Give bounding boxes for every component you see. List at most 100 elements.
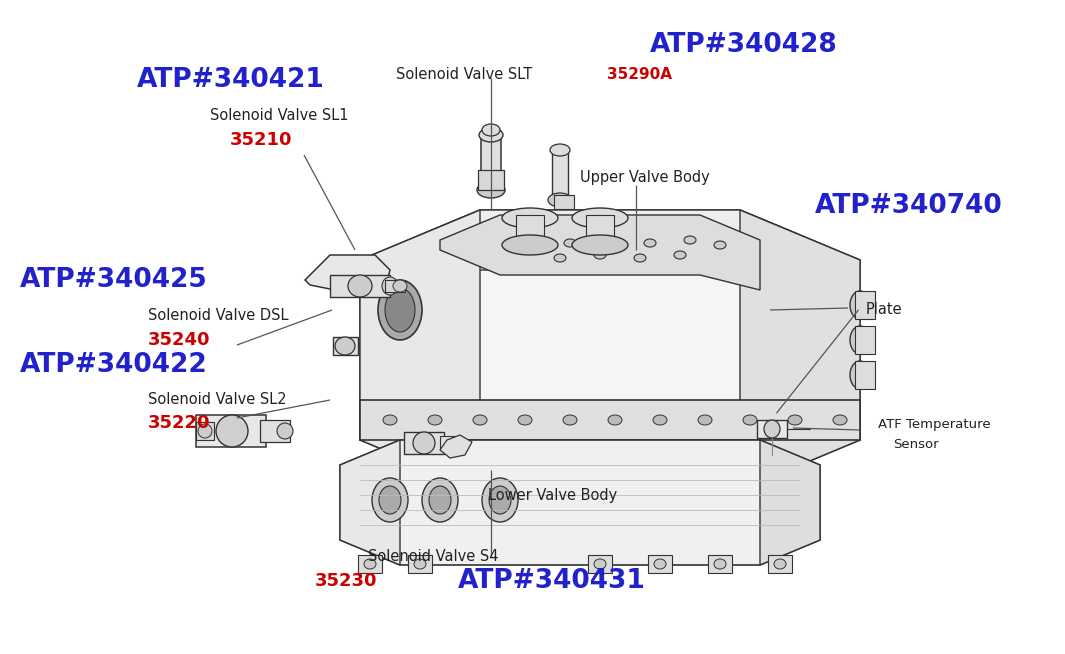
Ellipse shape: [335, 337, 355, 355]
Ellipse shape: [372, 478, 408, 522]
Ellipse shape: [364, 559, 376, 569]
Bar: [440, 436, 460, 450]
Ellipse shape: [634, 254, 646, 262]
Ellipse shape: [554, 254, 566, 262]
Ellipse shape: [489, 486, 511, 514]
Ellipse shape: [277, 423, 293, 439]
Ellipse shape: [548, 193, 572, 207]
Ellipse shape: [833, 415, 847, 425]
Ellipse shape: [653, 415, 667, 425]
Ellipse shape: [477, 182, 505, 198]
Bar: [196, 415, 266, 447]
Polygon shape: [440, 435, 472, 458]
Ellipse shape: [850, 361, 870, 389]
Polygon shape: [340, 440, 400, 565]
Text: Solenoid Valve DSL: Solenoid Valve DSL: [148, 308, 289, 323]
Ellipse shape: [674, 251, 686, 259]
Bar: [552, 150, 568, 200]
Ellipse shape: [524, 236, 536, 244]
Ellipse shape: [413, 432, 435, 454]
Ellipse shape: [550, 144, 570, 156]
Bar: [708, 555, 732, 573]
Ellipse shape: [378, 280, 422, 340]
Ellipse shape: [572, 235, 628, 255]
Bar: [554, 195, 574, 209]
Text: Solenoid Valve SL2: Solenoid Valve SL2: [148, 392, 286, 407]
Text: 35290A: 35290A: [607, 67, 672, 82]
Ellipse shape: [764, 420, 780, 438]
Ellipse shape: [654, 559, 666, 569]
Ellipse shape: [594, 559, 606, 569]
Text: Solenoid Valve S4: Solenoid Valve S4: [368, 549, 498, 564]
Text: 35210: 35210: [230, 131, 293, 149]
Bar: [386, 280, 405, 292]
Polygon shape: [740, 210, 861, 490]
Ellipse shape: [379, 486, 402, 514]
Ellipse shape: [216, 415, 248, 447]
Ellipse shape: [774, 559, 786, 569]
Bar: [855, 361, 875, 389]
Ellipse shape: [564, 239, 576, 247]
Ellipse shape: [788, 415, 802, 425]
Ellipse shape: [479, 128, 503, 142]
Bar: [481, 135, 501, 190]
Polygon shape: [420, 210, 800, 290]
Text: 35230: 35230: [315, 572, 377, 590]
Text: Lower Valve Body: Lower Valve Body: [488, 488, 618, 503]
Bar: [196, 422, 214, 440]
Ellipse shape: [714, 559, 726, 569]
Polygon shape: [340, 440, 820, 565]
Ellipse shape: [563, 415, 577, 425]
Bar: [855, 291, 875, 319]
Bar: [855, 326, 875, 354]
Ellipse shape: [714, 241, 726, 249]
Ellipse shape: [386, 288, 415, 332]
Polygon shape: [360, 400, 861, 440]
Text: Solenoid Valve SL1: Solenoid Valve SL1: [210, 108, 348, 123]
Ellipse shape: [572, 208, 628, 228]
Ellipse shape: [422, 478, 458, 522]
Bar: [330, 275, 390, 297]
Text: ATP#340421: ATP#340421: [137, 67, 325, 93]
Bar: [404, 432, 444, 454]
Bar: [358, 555, 382, 573]
Ellipse shape: [608, 415, 622, 425]
Text: ATP#340422: ATP#340422: [20, 352, 208, 378]
Ellipse shape: [414, 559, 426, 569]
Ellipse shape: [502, 235, 558, 255]
Text: ATP#340740: ATP#340740: [815, 193, 1003, 219]
Ellipse shape: [348, 275, 372, 297]
Ellipse shape: [684, 236, 697, 244]
Text: ATP#340425: ATP#340425: [20, 267, 208, 293]
Ellipse shape: [382, 277, 398, 295]
Ellipse shape: [473, 415, 487, 425]
Polygon shape: [360, 210, 861, 490]
Ellipse shape: [198, 424, 212, 438]
Text: ATP#340428: ATP#340428: [650, 32, 838, 58]
Ellipse shape: [743, 415, 757, 425]
Text: Upper Valve Body: Upper Valve Body: [580, 170, 709, 185]
Bar: [478, 170, 504, 190]
Bar: [333, 337, 358, 355]
Text: ATP#340431: ATP#340431: [458, 568, 645, 594]
Polygon shape: [360, 210, 480, 490]
Ellipse shape: [698, 415, 712, 425]
Text: ATF Temperature: ATF Temperature: [878, 418, 990, 431]
Ellipse shape: [482, 124, 499, 136]
Ellipse shape: [482, 478, 518, 522]
Polygon shape: [760, 440, 820, 565]
Text: 35220: 35220: [148, 414, 211, 432]
Bar: [757, 420, 787, 438]
Ellipse shape: [428, 415, 442, 425]
Polygon shape: [305, 255, 390, 295]
Text: 35240: 35240: [148, 331, 211, 349]
Ellipse shape: [383, 415, 397, 425]
Ellipse shape: [850, 326, 870, 354]
Text: Solenoid Valve SLT: Solenoid Valve SLT: [396, 67, 537, 82]
Text: Plate: Plate: [866, 302, 903, 317]
Bar: [517, 215, 544, 245]
Bar: [260, 420, 290, 442]
Ellipse shape: [604, 236, 616, 244]
Ellipse shape: [429, 486, 450, 514]
Bar: [586, 215, 615, 245]
